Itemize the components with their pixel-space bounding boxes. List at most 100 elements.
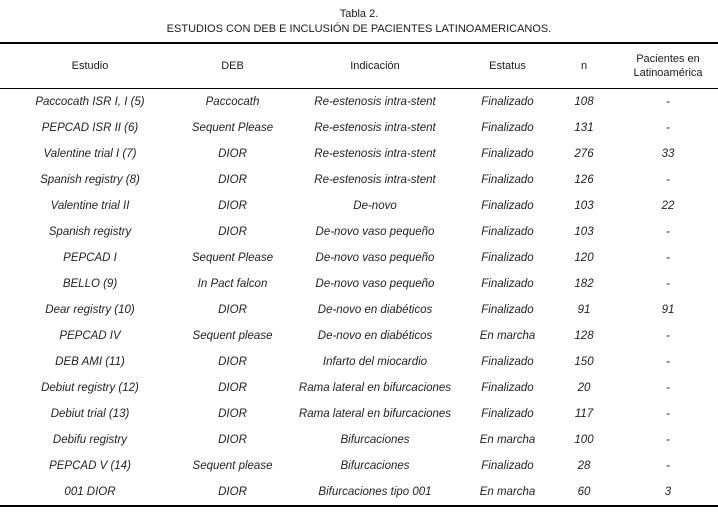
table-cell: -	[666, 122, 670, 134]
table-cell: Debiut registry (12)	[41, 382, 139, 394]
table-cell: En marcha	[479, 434, 536, 446]
table-cell: DIOR	[218, 304, 247, 316]
table-cell: Finalizado	[481, 174, 534, 186]
column-header: Estudio	[71, 60, 109, 72]
table-cell: Sequent please	[192, 330, 273, 342]
table-cell: BELLO (9)	[62, 278, 118, 290]
table-cell: 20	[577, 382, 591, 394]
table-body: Paccocath ISR I, I (5) Paccocath Re-esteno…	[0, 89, 718, 507]
table-cell: 150	[574, 356, 594, 368]
table-cell: 117	[574, 408, 594, 420]
table-cell: 60	[577, 486, 591, 498]
table-cell: -	[666, 252, 670, 264]
table-cell: -	[666, 408, 670, 420]
table-cell: Re-estenosis intra-stent	[314, 174, 436, 186]
table-cell: 276	[574, 148, 594, 160]
table-cell: Spanish registry	[48, 226, 132, 238]
table-cell: 126	[574, 174, 594, 186]
table-cell: Infarto del miocardio	[322, 356, 428, 368]
table-cell: Valentine trial II	[50, 200, 130, 212]
table-cell: DIOR	[218, 486, 247, 498]
table-cell: PEPCAD IV	[59, 330, 121, 342]
table-cell: En marcha	[479, 330, 536, 342]
table-cell: 3	[664, 486, 672, 498]
table-cell: Finalizado	[481, 408, 534, 420]
table-cell: -	[666, 226, 670, 238]
table-cell: 91	[577, 304, 591, 316]
table-cell: Finalizado	[481, 122, 534, 134]
table-row: Debiut registry (12) DIOR Rama lateral en …	[0, 375, 718, 401]
table-cell: Finalizado	[481, 226, 534, 238]
table-cell: Re-estenosis intra-stent	[314, 148, 436, 160]
table-cell: -	[666, 96, 670, 108]
table-cell: DIOR	[218, 200, 247, 212]
table-row: 001 DIOR DIOR Bifurcaciones tipo 001 En mar…	[0, 479, 718, 506]
table-cell: 91	[661, 304, 675, 316]
table-cell: DIOR	[218, 382, 247, 394]
table-cell: DIOR	[218, 408, 247, 420]
column-header: Pacientes en Latinoamérica	[633, 53, 703, 79]
table-row: Valentine trial I (7) DIOR Re-estenosis in…	[0, 141, 718, 167]
table-cell: DIOR	[218, 434, 247, 446]
table-cell: PEPCAD V (14)	[49, 460, 131, 472]
table-cell: Bifurcaciones	[340, 434, 410, 446]
table-cell: Re-estenosis intra-stent	[314, 96, 436, 108]
table-cell: Sequent Please	[191, 252, 274, 264]
table-cell: Finalizado	[481, 460, 534, 472]
table-cell: Debiut trial (13)	[50, 408, 130, 420]
table-cell: Spanish registry (8)	[40, 174, 140, 186]
studies-table: Estudio DEB Indicación Estatus n Pacientes en…	[0, 42, 718, 507]
table-cell: PEPCAD I	[63, 252, 117, 264]
table-cell: 182	[574, 278, 594, 290]
table-cell: De-novo en diabéticos	[317, 330, 433, 342]
table-caption: ESTUDIOS CON DEB E INCLUSIÓN DE PACIENTE…	[166, 23, 552, 35]
header-row: Estudio DEB Indicación Estatus n Pacientes en…	[0, 43, 718, 89]
table-cell: -	[666, 174, 670, 186]
table-cell: Sequent Please	[191, 122, 274, 134]
table-cell: Finalizado	[481, 278, 534, 290]
table-row: Spanish registry DIOR De-novo vaso pequeño…	[0, 219, 718, 245]
table-cell: 128	[574, 330, 594, 342]
table-cell: Paccocath	[205, 96, 260, 108]
table-cell: -	[666, 278, 670, 290]
table-row: DEB AMI (11) DIOR Infarto del miocardio Fin…	[0, 349, 718, 375]
table-cell: 103	[574, 226, 594, 238]
table-cell: De-novo	[353, 200, 397, 212]
table-header: Estudio DEB Indicación Estatus n Pacientes en…	[0, 43, 718, 89]
table-row: Paccocath ISR I, I (5) Paccocath Re-esteno…	[0, 89, 718, 116]
table-cell: De-novo vaso pequeño	[315, 226, 435, 238]
column-header: DEB	[221, 60, 244, 72]
table-cell: DIOR	[218, 356, 247, 368]
table-cell: In Pact falcon	[197, 278, 268, 290]
table-cell: 001 DIOR	[64, 486, 116, 498]
table-row: BELLO (9) In Pact falcon De-novo vaso pequ…	[0, 271, 718, 297]
table-row: PEPCAD ISR II (6) Sequent Please Re-esteno…	[0, 115, 718, 141]
table-cell: En marcha	[479, 486, 536, 498]
table-row: Spanish registry (8) DIOR Re-estenosis int…	[0, 167, 718, 193]
table-cell: Dear registry (10)	[45, 304, 135, 316]
table-cell: DEB AMI (11)	[55, 356, 125, 368]
table-cell: Debifu registry	[52, 434, 128, 446]
table-cell: -	[666, 460, 670, 472]
table-cell: De-novo vaso pequeño	[315, 252, 435, 264]
table-cell: Rama lateral en bifurcaciones	[298, 408, 452, 420]
table-cell: -	[666, 330, 670, 342]
table-cell: De-novo en diabéticos	[317, 304, 433, 316]
table-cell: Finalizado	[481, 96, 534, 108]
table-cell: 103	[574, 200, 594, 212]
table-cell: PEPCAD ISR II (6)	[41, 122, 139, 134]
table-number: Tabla 2.	[339, 8, 379, 20]
table-row: Debiut trial (13) DIOR Rama lateral en bif…	[0, 401, 718, 427]
table-cell: Rama lateral en bifurcaciones	[298, 382, 452, 394]
table-cell: DIOR	[218, 174, 247, 186]
table-row: PEPCAD V (14) Sequent please Bifurcaciones…	[0, 453, 718, 479]
table-cell: Finalizado	[481, 356, 534, 368]
table-title: Tabla 2. ESTUDIOS CON DEB E INCLUSIÓN DE…	[0, 0, 718, 37]
column-header: Estatus	[489, 60, 526, 72]
table-cell: Finalizado	[481, 252, 534, 264]
table-cell: Re-estenosis intra-stent	[314, 122, 436, 134]
table-cell: -	[666, 356, 670, 368]
table-cell: -	[666, 382, 670, 394]
table-cell: 108	[574, 96, 594, 108]
